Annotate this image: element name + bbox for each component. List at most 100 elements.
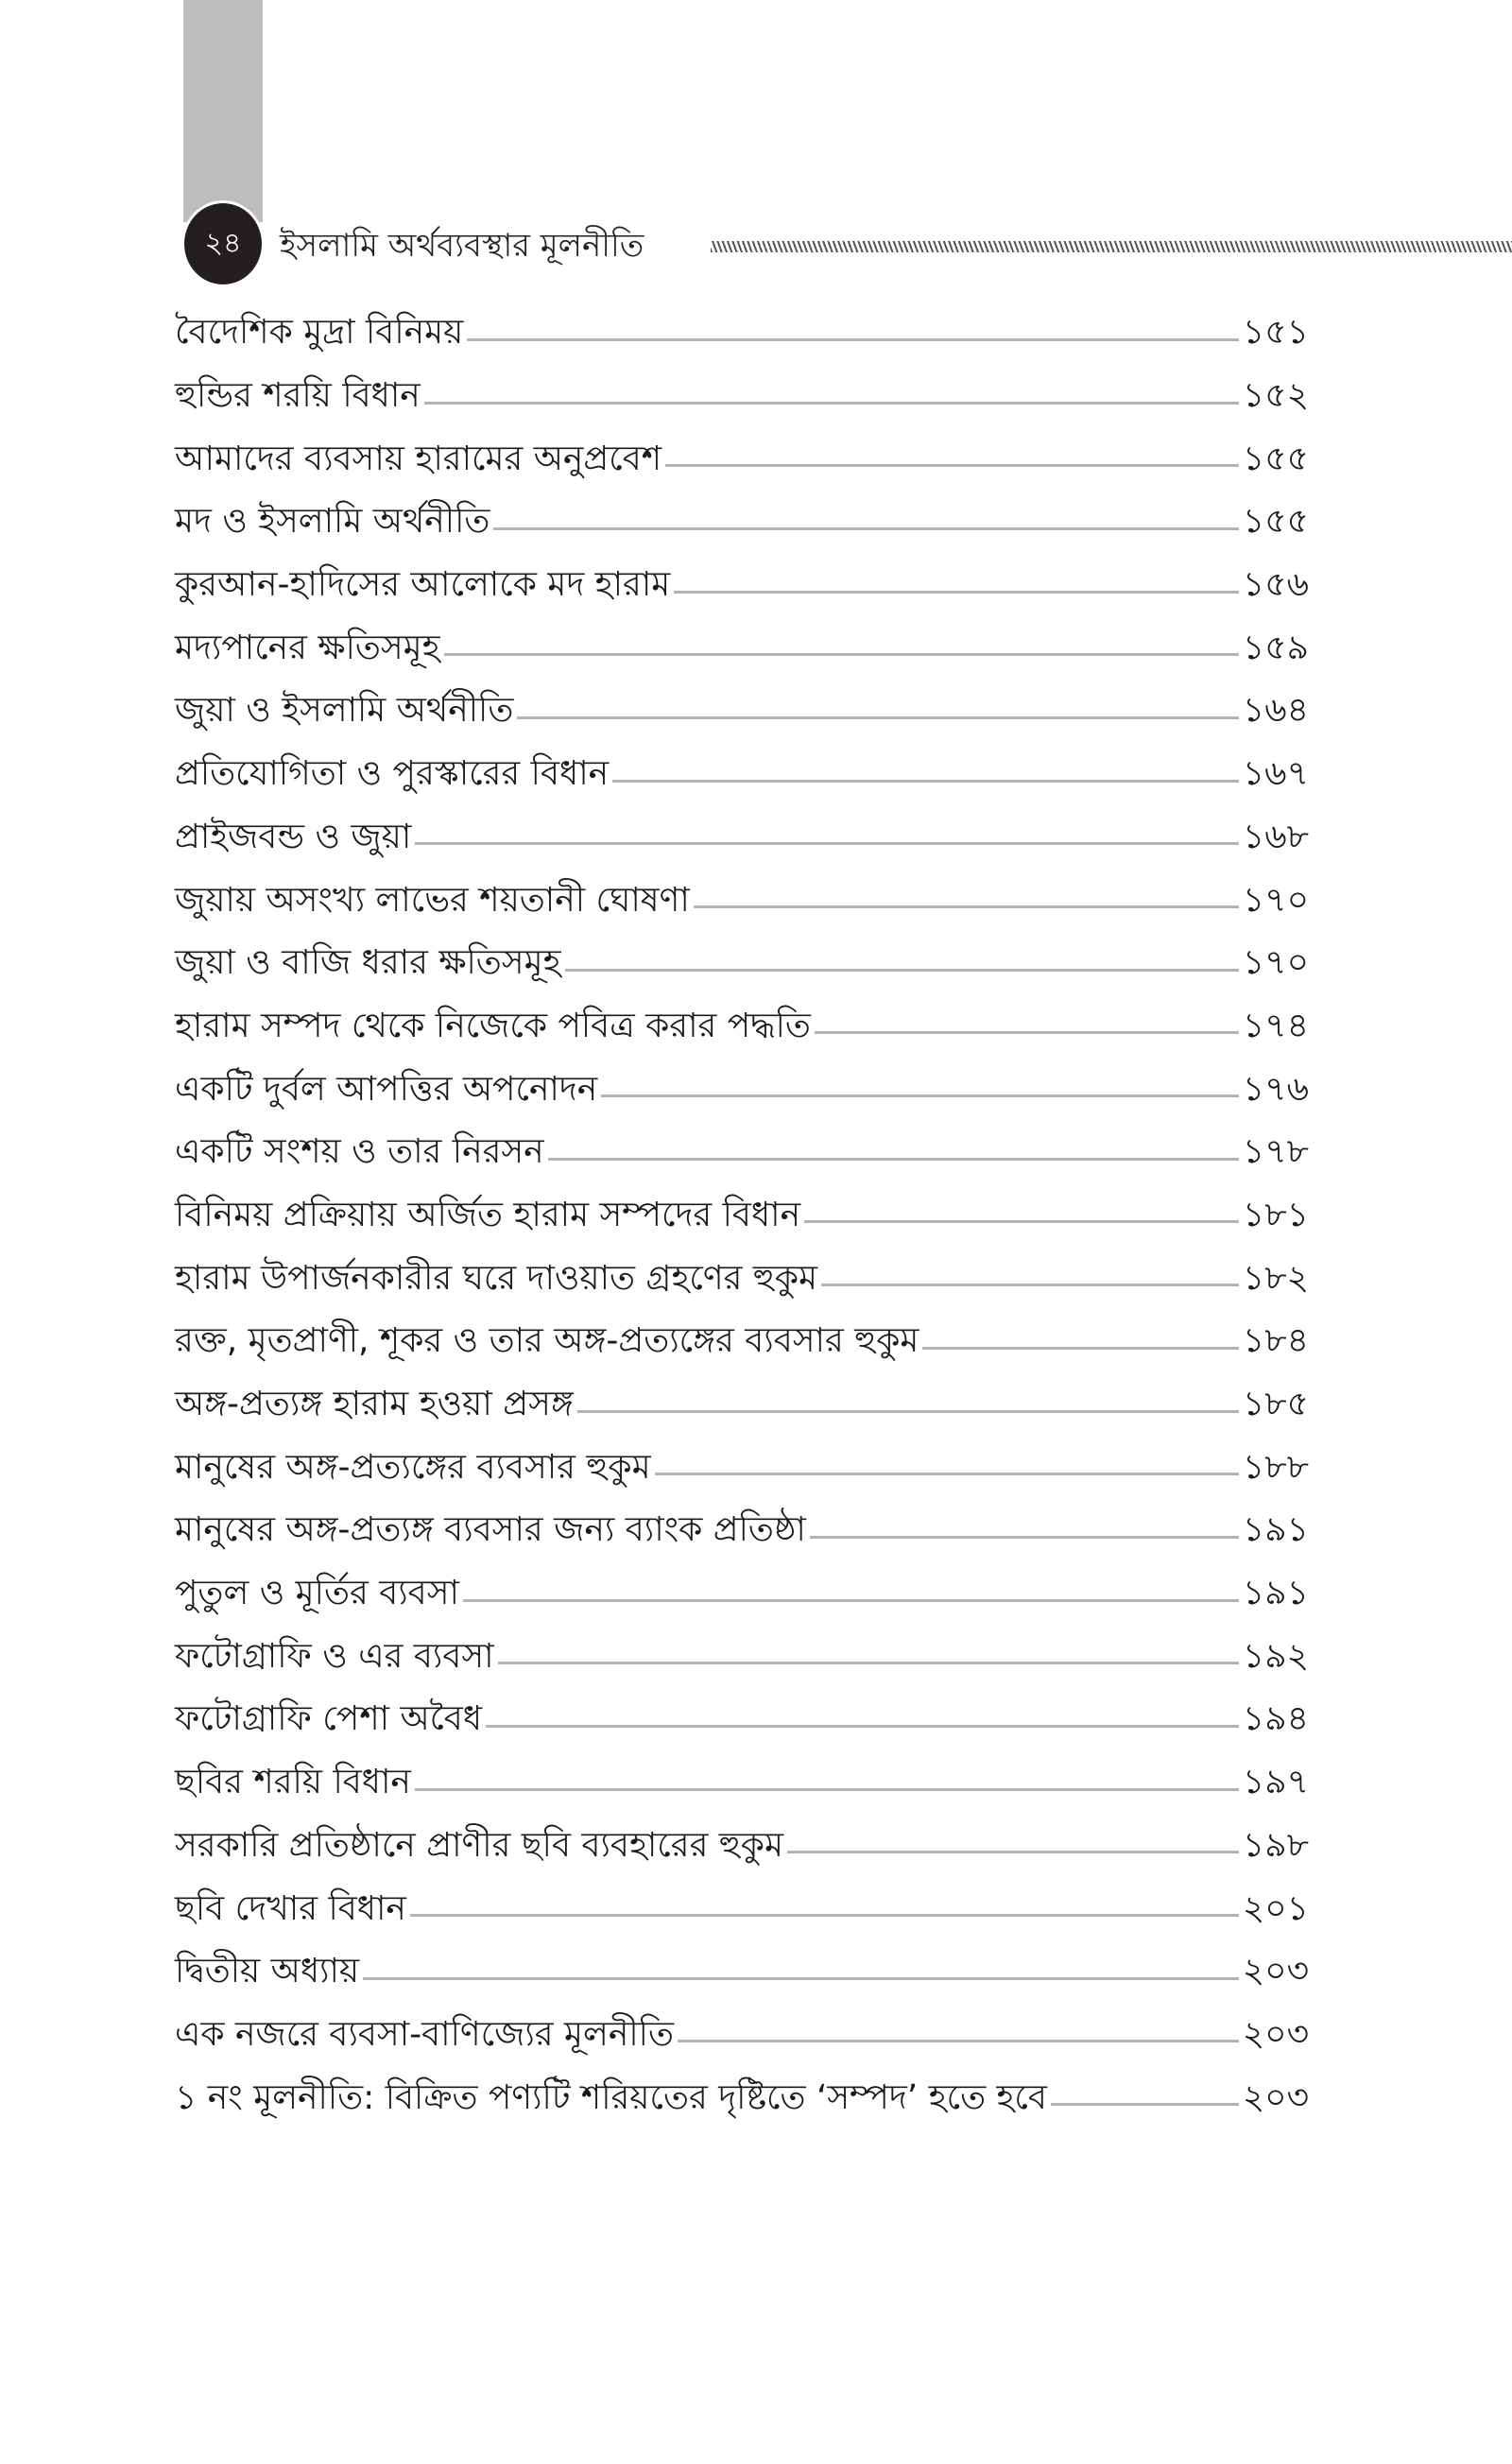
toc-entry-title: হারাম উপার্জনকারীর ঘরে দাওয়াত গ্রহণের হ… [175, 1258, 818, 1298]
toc-entry: বিনিময় প্রক্রিয়ায় অর্জিত হারাম সম্পদে… [175, 1186, 1309, 1249]
leader-line [564, 968, 1239, 972]
toc-entry-page: ১৮৪ [1242, 1321, 1309, 1361]
toc-entry-title: ১ নং মূলনীতি: বিক্রিত পণ্যটি শরিয়তের দৃ… [175, 2077, 1047, 2117]
toc-entry-title: অঙ্গ-প্রত্যঙ্গ হারাম হওয়া প্রসঙ্গ [175, 1385, 574, 1424]
toc-entry: এক নজরে ব্যবসা-বাণিজ্যের মূলনীতি ২০৩ [175, 2006, 1309, 2069]
leader-line [414, 1787, 1239, 1791]
toc-entry-title: দ্বিতীয় অধ্যায় [175, 1952, 360, 1991]
toc-entry-page: ২০৩ [1242, 1952, 1309, 1991]
toc-entry-page: ১৬৪ [1242, 691, 1309, 731]
toc-entry-page: ১৮২ [1242, 1258, 1309, 1298]
leader-line [612, 779, 1239, 783]
toc-entry: অঙ্গ-প্রত্যঙ্গ হারাম হওয়া প্রসঙ্গ ১৮৫ [175, 1375, 1309, 1439]
leader-line [674, 590, 1239, 594]
toc-entry-page: ১৯৮ [1242, 1825, 1309, 1865]
toc-entry: একটি সংশয় ও তার নিরসন ১৭৮ [175, 1123, 1309, 1186]
toc-entry: মানুষের অঙ্গ-প্রত্যঙ্গ ব্যবসার জন্য ব্যা… [175, 1501, 1309, 1564]
toc-entry-page: ১৫৫ [1242, 502, 1309, 542]
toc-entry-title: প্রাইজবন্ড ও জুয়া [175, 817, 412, 856]
toc-entry-page: ১৬৮ [1242, 817, 1309, 856]
toc-entry-page: ১৫৬ [1242, 565, 1309, 605]
toc-entry-title: মদ্যপানের ক্ষতিসমূহ [175, 628, 440, 667]
toc-entry-page: ১৫৯ [1242, 628, 1309, 667]
leader-line [693, 905, 1239, 909]
leader-line [443, 653, 1239, 657]
toc-entry-page: ১৭৪ [1242, 1006, 1309, 1045]
toc-entry-title: কুরআন-হাদিসের আলোকে মদ হারাম [175, 565, 671, 605]
toc-entry-title: সরকারি প্রতিষ্ঠানে প্রাণীর ছবি ব্যবহারের… [175, 1825, 783, 1865]
toc-entry: হারাম সম্পদ থেকে নিজেকে পবিত্র করার পদ্ধ… [175, 997, 1309, 1060]
toc-entry: হুন্ডির শরয়ি বিধান ১৫২ [175, 367, 1309, 430]
toc-entry-page: ২০১ [1242, 1888, 1309, 1928]
toc-entry-title: এক নজরে ব্যবসা-বাণিজ্যের মূলনীতি [175, 2014, 674, 2054]
toc-entry: হারাম উপার্জনকারীর ঘরে দাওয়াত গ্রহণের হ… [175, 1249, 1309, 1312]
toc-entry-title: ছবি দেখার বিধান [175, 1888, 406, 1928]
toc-entry: জুয়ায় অসংখ্য লাভের শয়তানী ঘোষণা ১৭০ [175, 870, 1309, 934]
toc-entry-title: একটি দুর্বল আপত্তির অপনোদন [175, 1069, 598, 1109]
toc-entry-title: জুয়া ও ইসলামি অর্থনীতি [175, 691, 514, 731]
toc-entry: একটি দুর্বল আপত্তির অপনোদন ১৭৬ [175, 1060, 1309, 1123]
toc-entry-title: হুন্ডির শরয়ি বিধান [175, 376, 421, 416]
table-of-contents: বৈদেশিক মুদ্রা বিনিময় ১৫১ হুন্ডির শরয়ি ব… [175, 303, 1309, 2131]
toc-entry: মদ্যপানের ক্ষতিসমূহ ১৫৯ [175, 618, 1309, 681]
toc-entry-page: ১৮৫ [1242, 1385, 1309, 1424]
leader-line [462, 1598, 1239, 1602]
toc-entry: ছবি দেখার বিধান ২০১ [175, 1879, 1309, 1942]
toc-entry-title: ফটোগ্রাফি পেশা অবৈধ [175, 1699, 483, 1739]
toc-entry-page: ১৯২ [1242, 1636, 1309, 1676]
header-hatch-rule [711, 241, 1512, 252]
leader-line [486, 1724, 1239, 1728]
leader-line [1050, 2103, 1239, 2107]
toc-entry: কুরআন-হাদিসের আলোকে মদ হারাম ১৫৬ [175, 556, 1309, 619]
leader-line [786, 1851, 1239, 1854]
toc-entry-title: আমাদের ব্যবসায় হারামের অনুপ্রবেশ [175, 439, 662, 478]
leader-line [547, 1157, 1239, 1161]
leader-line [654, 1473, 1239, 1476]
toc-entry-page: ১৫২ [1242, 376, 1309, 416]
toc-entry: ফটোগ্রাফি পেশা অবৈধ ১৯৪ [175, 1690, 1309, 1753]
toc-entry-page: ২০৩ [1242, 2014, 1309, 2054]
running-title: ইসলামি অর্থব্যবস্থার মূলনীতি [280, 227, 644, 265]
toc-entry: ১ নং মূলনীতি: বিক্রিত পণ্যটি শরিয়তের দৃ… [175, 2068, 1309, 2131]
toc-entry: রক্ত, মৃতপ্রাণী, শূকর ও তার অঙ্গ-প্রত্যঙ… [175, 1312, 1309, 1375]
toc-entry-page: ১৮৮ [1242, 1447, 1309, 1487]
toc-entry-title: রক্ত, মৃতপ্রাণী, শূকর ও তার অঙ্গ-প্রত্যঙ… [175, 1321, 919, 1361]
leader-line [601, 1094, 1239, 1098]
toc-entry-page: ১৭৮ [1242, 1132, 1309, 1172]
toc-entry: প্রাইজবন্ড ও জুয়া ১৬৮ [175, 808, 1309, 871]
toc-entry-title: হারাম সম্পদ থেকে নিজেকে পবিত্র করার পদ্ধ… [175, 1006, 811, 1045]
toc-entry-page: ২০৩ [1242, 2077, 1309, 2117]
toc-entry-title: মানুষের অঙ্গ-প্রত্যঙ্গ ব্যবসার জন্য ব্যা… [175, 1510, 806, 1550]
leader-line [821, 1284, 1239, 1287]
toc-entry-page: ১৭৬ [1242, 1069, 1309, 1109]
toc-entry-title: বৈদেশিক মুদ্রা বিনিময় [175, 313, 464, 353]
leader-line [497, 1662, 1239, 1665]
toc-entry: মদ ও ইসলামি অর্থনীতি ১৫৫ [175, 492, 1309, 556]
toc-entry-page: ১৯১ [1242, 1574, 1309, 1613]
toc-entry: মানুষের অঙ্গ-প্রত্যঙ্গের ব্যবসার হুকুম ১৮… [175, 1438, 1309, 1501]
toc-entry-title: একটি সংশয় ও তার নিরসন [175, 1132, 544, 1172]
leader-line [409, 1914, 1239, 1918]
toc-entry-title: মদ ও ইসলামি অর্থনীতি [175, 502, 490, 542]
toc-entry-page: ১৬৭ [1242, 754, 1309, 794]
toc-entry-title: পুতুল ও মূর্তির ব্যবসা [175, 1574, 459, 1613]
header-decor-bar [183, 0, 263, 222]
toc-entry-title: প্রতিযোগিতা ও পুরস্কারের বিধান [175, 754, 610, 794]
leader-line [363, 1976, 1239, 1980]
toc-entry: সরকারি প্রতিষ্ঠানে প্রাণীর ছবি ব্যবহারের… [175, 1817, 1309, 1880]
page-number-badge: ২৪ [181, 200, 265, 287]
leader-line [576, 1409, 1239, 1413]
toc-entry: ছবির শরয়ি বিধান ১৯৭ [175, 1753, 1309, 1817]
toc-entry: বৈদেশিক মুদ্রা বিনিময় ১৫১ [175, 303, 1309, 367]
toc-entry-page: ১৯১ [1242, 1510, 1309, 1550]
toc-entry-page: ১৭০ [1242, 880, 1309, 920]
toc-entry-page: ১৫৫ [1242, 439, 1309, 478]
toc-entry: জুয়া ও বাজি ধরার ক্ষতিসমূহ ১৭০ [175, 934, 1309, 997]
toc-entry: আমাদের ব্যবসায় হারামের অনুপ্রবেশ ১৫৫ [175, 429, 1309, 492]
toc-entry-page: ১৮১ [1242, 1195, 1309, 1234]
toc-entry-title: মানুষের অঙ্গ-প্রত্যঙ্গের ব্যবসার হুকুম [175, 1447, 651, 1487]
leader-line [814, 1031, 1239, 1035]
toc-entry-title: ছবির শরয়ি বিধান [175, 1763, 411, 1802]
leader-line [517, 715, 1239, 719]
toc-entry: প্রতিযোগিতা ও পুরস্কারের বিধান ১৬৭ [175, 745, 1309, 808]
